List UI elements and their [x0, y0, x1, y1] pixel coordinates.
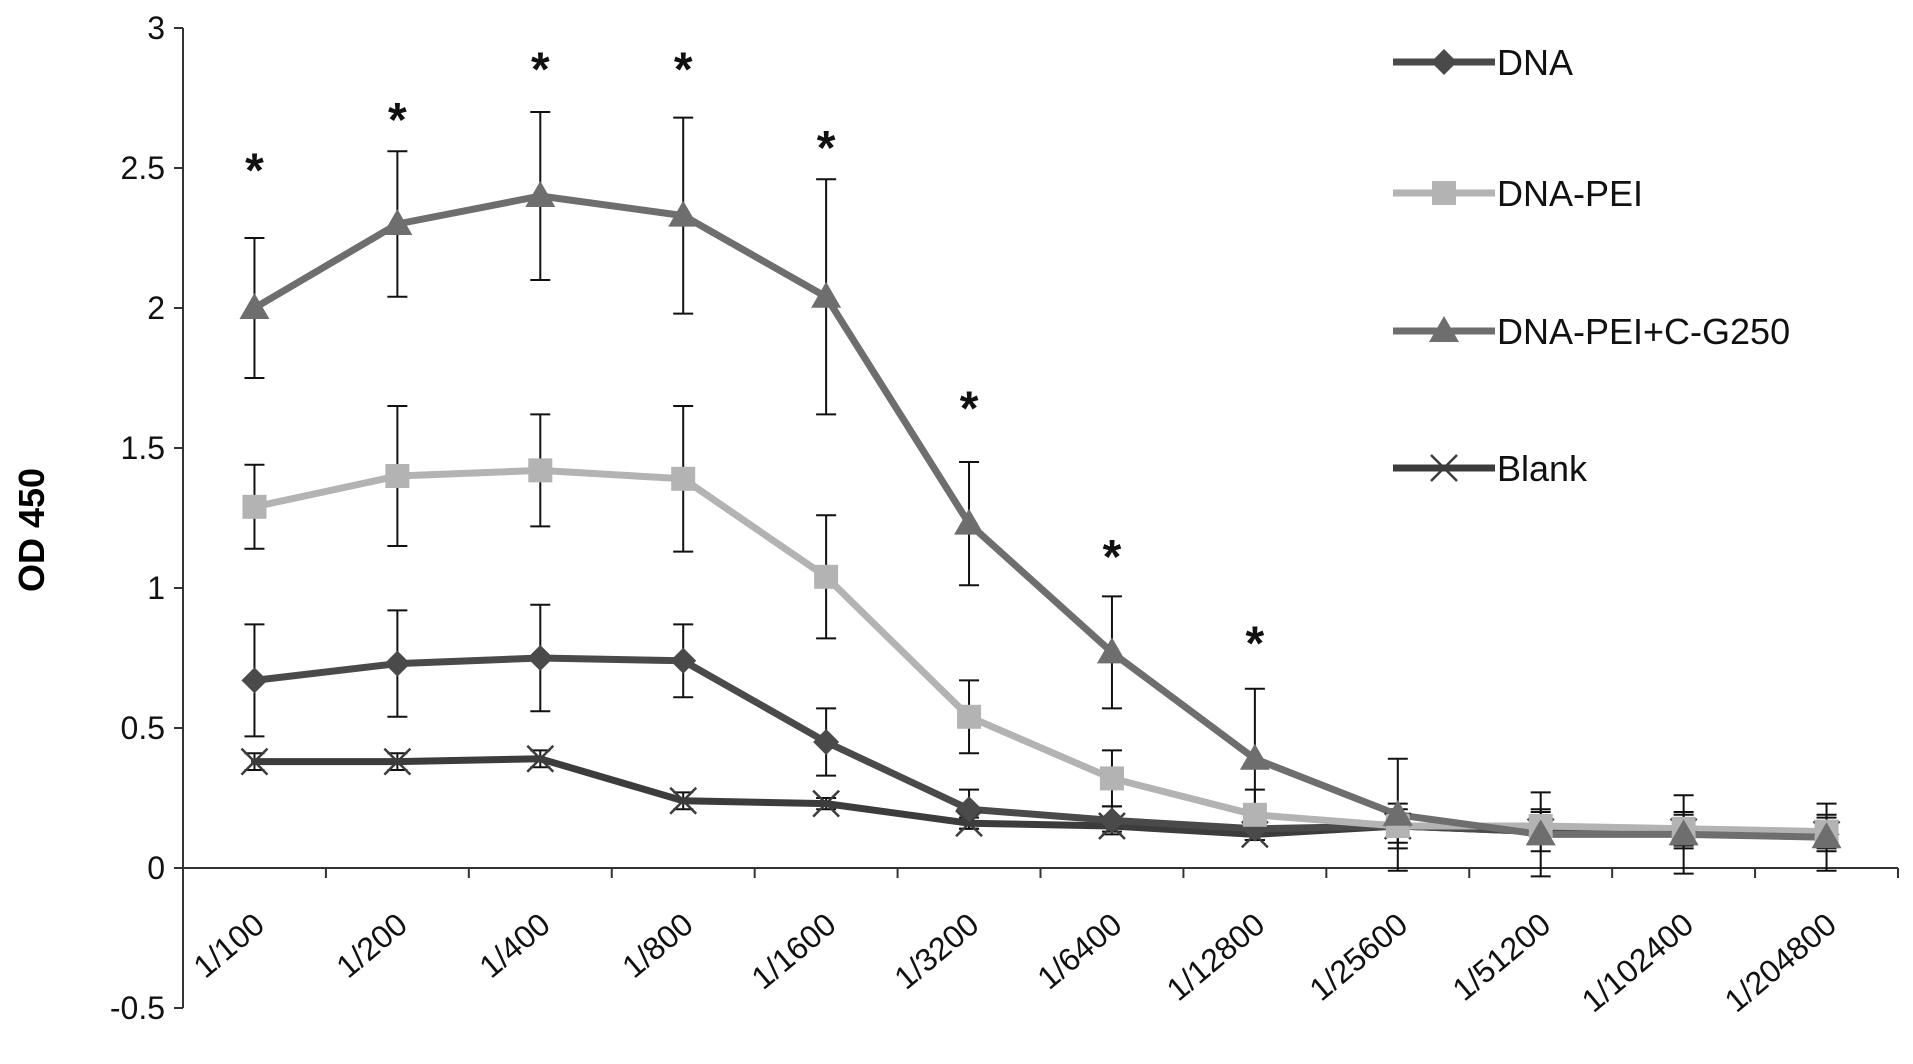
data-point-dna-pei [528, 458, 553, 483]
legend-item-blank: Blank [1393, 448, 1588, 489]
data-point-dna-pei-c-g250 [1382, 799, 1413, 826]
legend-marker [1431, 49, 1457, 75]
x-tick-label: 1/200 [329, 906, 413, 985]
data-point-dna [1098, 807, 1125, 834]
data-point-dna-pei-c-g250 [1525, 819, 1556, 846]
legend: DNA DNA-PEI DNA-PEI+C-G250 Blank [1393, 42, 1790, 489]
y-tick-label: 0.5 [121, 710, 165, 746]
data-point-dna-pei-c-g250 [811, 281, 842, 308]
x-tick-label: 1/12800 [1160, 906, 1272, 1008]
data-point-dna-pei [242, 494, 267, 519]
data-point-dna-pei-c-g250 [1096, 637, 1127, 664]
data-point-dna-pei [1099, 766, 1124, 791]
series-lines [250, 192, 1831, 841]
y-tick-label: 1.5 [121, 430, 165, 466]
data-point-dna [956, 796, 983, 823]
data-point-dna [241, 667, 268, 694]
legend-label: Blank [1497, 448, 1588, 489]
data-point-dna-pei-c-g250 [1668, 819, 1699, 846]
y-tick-label: 2 [147, 290, 165, 326]
legend-item-dna: DNA [1393, 42, 1573, 83]
x-mark-stroke [669, 786, 698, 815]
x-tick-label: 1/100 [186, 906, 270, 985]
x-tick-label: 1/204800 [1718, 906, 1843, 1019]
data-point-dna-pei [957, 704, 982, 729]
significance-star: * [817, 122, 836, 175]
significance-star: * [1103, 531, 1122, 584]
x-mark-stroke [955, 809, 983, 838]
significance-markers: * * * * * * * * [245, 44, 1264, 671]
x-tick-label: 1/1600 [745, 906, 843, 996]
legend-item-dna-pei-c-g250: DNA-PEI+C-G250 [1393, 311, 1790, 352]
y-axis-label: OD 450 [11, 468, 52, 592]
x-tick-label: 1/400 [472, 906, 556, 985]
x-tick-label: 1/800 [615, 906, 699, 985]
data-point-dna [527, 645, 554, 671]
series-line-dna-pei-c-g250 [250, 192, 1831, 841]
data-point-blank [526, 744, 555, 773]
data-point-dna-pei-c-g250 [1811, 822, 1842, 849]
data-point-dna-pei-c-g250 [1239, 743, 1270, 770]
data-point-dna [384, 650, 411, 677]
legend-label: DNA-PEI [1497, 173, 1643, 214]
significance-star: * [388, 94, 407, 147]
x-tick-label: 1/51200 [1445, 906, 1557, 1008]
data-point-blank [812, 789, 841, 818]
legend-label: DNA [1497, 42, 1573, 83]
y-tick-label: 3 [147, 10, 165, 46]
axes: -0.5 0 0.5 1 1.5 2 2.5 3 1/100 1/200 1/400 1/800 1/1… [110, 10, 1899, 1026]
x-tick-label: 1/6400 [1030, 906, 1128, 996]
x-mark-stroke [812, 789, 841, 818]
data-point-dna-pei-c-g250 [239, 293, 270, 319]
x-tick-label: 1/102400 [1575, 906, 1700, 1019]
significance-star: * [674, 44, 693, 97]
y-tick-label: 1 [147, 570, 165, 606]
legend-marker [1432, 181, 1456, 205]
data-point-dna-pei-c-g250 [668, 200, 699, 227]
data-point-dna-pei-c-g250 [525, 181, 556, 207]
y-tick-label: 0 [147, 850, 165, 886]
legend-label: DNA-PEI+C-G250 [1497, 311, 1790, 352]
data-point-blank [955, 809, 983, 838]
data-point-dna-pei [671, 466, 696, 491]
x-mark-stroke [240, 747, 269, 776]
data-point-dna-pei [385, 464, 410, 488]
significance-star: * [531, 44, 550, 97]
x-mark-stroke [383, 747, 412, 776]
data-point-dna-pei-c-g250 [382, 209, 413, 235]
series-line-dna-pei [250, 466, 1831, 836]
significance-star: * [1246, 618, 1265, 671]
x-mark-stroke [526, 744, 555, 773]
legend-marker [1429, 316, 1459, 342]
series-markers [239, 181, 1842, 849]
data-point-dna-pei [1242, 802, 1267, 827]
x-tick-label: 1/3200 [887, 906, 985, 996]
data-point-blank [669, 786, 698, 815]
series-line-blank [250, 755, 1831, 838]
significance-star: * [245, 144, 264, 197]
data-point-blank [383, 747, 412, 776]
data-point-dna-pei [814, 564, 839, 589]
data-point-dna [813, 729, 840, 755]
y-tick-label: 2.5 [121, 150, 165, 186]
data-point-blank [240, 747, 269, 776]
x-tick-label: 1/25600 [1303, 906, 1415, 1008]
data-point-dna-pei-c-g250 [954, 508, 985, 535]
x-mark-stroke [1430, 454, 1458, 482]
legend-item-dna-pei: DNA-PEI [1393, 173, 1643, 214]
y-tick-label: -0.5 [110, 990, 165, 1026]
legend-marker [1430, 454, 1458, 482]
significance-star: * [960, 382, 979, 435]
data-point-dna [670, 647, 697, 674]
